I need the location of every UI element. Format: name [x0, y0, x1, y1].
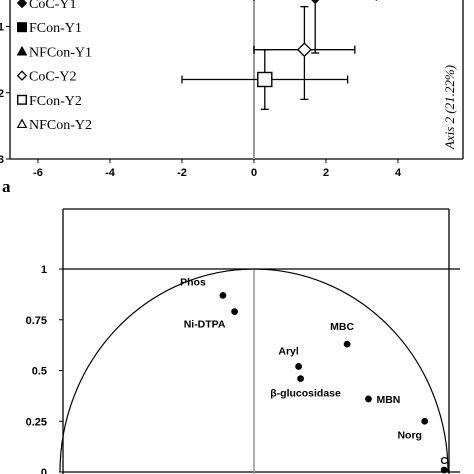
panel-a: -1 -2 -3 -6 -4 -2 0 2 4 a Axis 2 (21.22%) CoC-Y1 FCo…: [0, 0, 464, 196]
legend-symbol: [16, 45, 28, 56]
panel-label: a: [2, 177, 11, 196]
data-point-fcon-y2: [257, 71, 273, 88]
x-tick-label: 4: [395, 167, 402, 179]
data-point: [295, 363, 303, 370]
legend-label: FCon-Y2: [29, 94, 82, 109]
legend-symbol: [17, 94, 28, 105]
legend-label: NFCon-Y2: [29, 118, 92, 133]
data-label: Aryl: [278, 345, 299, 357]
legend-label: FCon-Y1: [29, 21, 82, 36]
data-label: β-glucosidase: [270, 388, 341, 400]
legend-label: CoC-Y1: [29, 0, 76, 12]
y-axis-label: Axis 2 (21.22%): [442, 65, 457, 150]
data-point: [421, 417, 429, 425]
data-label: Ni-DTPA: [184, 319, 226, 331]
legend-symbol: [16, 70, 28, 81]
data-point: [297, 375, 304, 383]
y-tick-label: -2: [0, 88, 4, 100]
data-point: [231, 308, 239, 316]
data-label: MBC: [330, 321, 354, 333]
panel-b: 1 0.75 0.5 0.25 0 Phos Ni-DTPA MBC Aryl β-glucosi…: [26, 208, 460, 474]
x-tick-label: -6: [33, 167, 43, 179]
y-tick-label: 0.75: [26, 315, 47, 327]
legend-symbol: [16, 0, 28, 9]
x-tick-label: -4: [105, 167, 116, 179]
data-point-coc-y1: [311, 0, 320, 5]
y-tick-label: 0.25: [26, 416, 47, 428]
data-point: [219, 291, 227, 299]
y-tick-label: 1: [41, 264, 47, 276]
legend-label: NFCon-Y1: [29, 45, 92, 60]
y-tick-label: -3: [0, 154, 4, 166]
y-tick-label: 0: [41, 467, 47, 474]
y-tick-label: 0.5: [32, 366, 47, 378]
legend-label: CoC-Y2: [29, 70, 76, 85]
legend-symbol: [17, 22, 28, 33]
data-point: [343, 340, 351, 348]
correlation-circle: [59, 268, 449, 473]
x-tick-label: -2: [177, 167, 187, 179]
x-tick-label: 2: [323, 167, 329, 179]
legend-symbol: [16, 118, 28, 129]
data-point: [440, 466, 448, 474]
data-label: C: [440, 455, 448, 467]
data-label: Phos: [180, 276, 206, 288]
x-tick-label: 0: [251, 167, 257, 179]
data-point: [365, 395, 372, 403]
data-label: MBN: [376, 394, 400, 406]
data-point-coc-y2: [296, 42, 312, 58]
y-tick-label: -1: [0, 22, 4, 34]
data-label: Norg: [397, 429, 422, 441]
